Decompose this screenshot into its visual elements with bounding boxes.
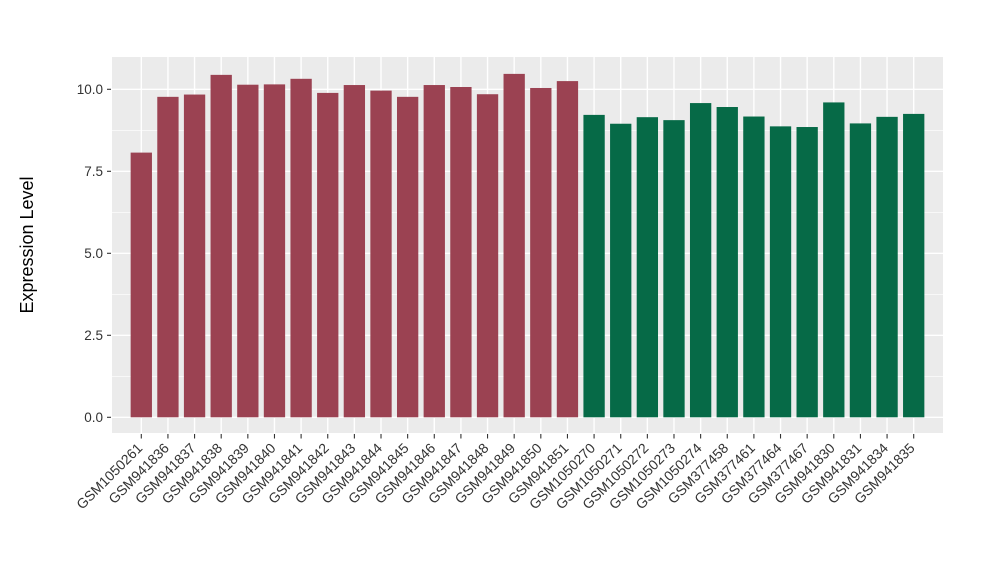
bar	[876, 116, 898, 418]
bar	[689, 103, 712, 418]
y-tick-label: 7.5	[84, 164, 103, 179]
bar	[530, 87, 552, 418]
y-tick-label: 10.0	[77, 82, 103, 97]
bar	[743, 116, 765, 418]
bar	[636, 117, 659, 418]
bar	[796, 127, 818, 418]
bar	[183, 94, 206, 418]
bars	[130, 73, 925, 418]
bar	[583, 114, 605, 418]
axes: 0.02.55.07.510.0GSM1050261GSM941836GSM94…	[73, 82, 918, 512]
bar	[423, 85, 445, 418]
bar	[476, 94, 499, 418]
y-tick-label: 0.0	[84, 410, 103, 425]
bar	[716, 107, 738, 418]
bar	[849, 123, 872, 418]
bar	[450, 87, 472, 418]
bar	[317, 92, 339, 418]
bar	[290, 78, 312, 418]
bar	[157, 96, 179, 418]
bar	[343, 85, 366, 418]
bar	[663, 120, 685, 418]
bar	[237, 84, 259, 418]
bar	[503, 73, 525, 418]
bar	[610, 123, 632, 418]
bar	[263, 84, 286, 418]
y-tick-label: 5.0	[84, 246, 103, 261]
bar	[556, 81, 579, 418]
y-axis-title: Expression Level	[17, 176, 37, 313]
bar	[130, 152, 152, 418]
bar	[769, 126, 792, 418]
y-tick-label: 2.5	[84, 328, 103, 343]
bar	[823, 102, 845, 418]
bar	[210, 74, 232, 418]
bar	[370, 90, 392, 418]
bar	[396, 96, 419, 418]
bar	[903, 113, 925, 418]
